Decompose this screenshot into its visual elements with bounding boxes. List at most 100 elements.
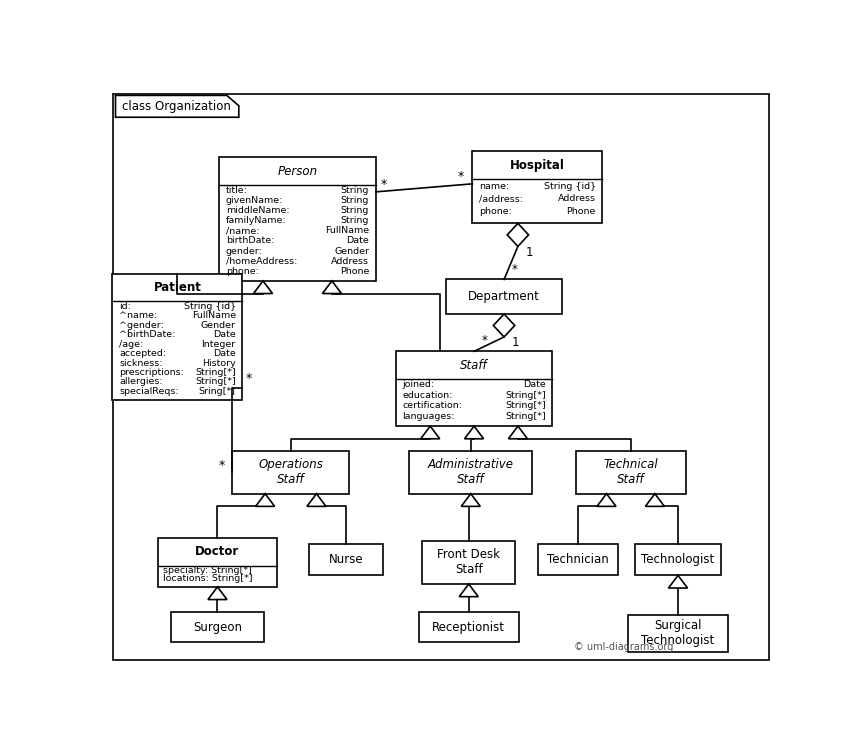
Bar [171,613,264,642]
Text: Technical
Staff: Technical Staff [604,458,658,486]
Text: phone:: phone: [479,207,512,216]
Text: String {id}: String {id} [184,302,236,311]
Text: gender:: gender: [226,247,262,255]
Text: Date: Date [213,330,236,339]
Text: prescriptions:: prescriptions: [120,368,184,377]
Text: specialReqs:: specialReqs: [120,387,179,396]
Text: /address:: /address: [479,194,523,203]
Polygon shape [421,426,439,438]
Text: 1: 1 [512,336,519,350]
Polygon shape [307,494,326,506]
Polygon shape [494,314,515,337]
Bar [113,273,243,400]
Polygon shape [597,494,616,506]
Bar [445,279,562,314]
Polygon shape [459,584,478,597]
Text: 1: 1 [526,246,533,258]
Text: Surgeon: Surgeon [193,621,242,634]
Text: /age:: /age: [120,340,144,349]
Text: birthDate:: birthDate: [226,237,274,246]
Text: Integer: Integer [201,340,236,349]
Polygon shape [464,426,483,438]
Text: Department: Department [468,290,540,303]
Text: sickness:: sickness: [120,359,163,368]
Text: FullName: FullName [192,311,236,320]
Text: middleName:: middleName: [226,206,290,215]
Text: *: * [458,170,464,184]
Text: Phone: Phone [340,267,369,276]
Bar [219,157,376,281]
Bar [396,351,552,426]
Text: Surgical
Technologist: Surgical Technologist [642,619,715,647]
Text: accepted:: accepted: [120,349,166,358]
Text: Gender: Gender [200,320,236,330]
Text: title:: title: [226,186,248,195]
Polygon shape [322,281,341,294]
Text: History: History [202,359,236,368]
Text: String: String [341,186,369,195]
Bar [538,544,618,575]
Text: String[*]: String[*] [195,377,236,386]
Bar [232,450,349,494]
Text: Sring[*]: Sring[*] [199,387,236,396]
Text: givenName:: givenName: [226,196,283,205]
Text: class Organization: class Organization [122,100,231,113]
Bar [310,544,383,575]
Text: String[*]: String[*] [505,412,546,421]
Text: Receptionist: Receptionist [433,621,505,634]
Text: Address: Address [558,194,596,203]
Text: Technician: Technician [547,553,609,566]
Text: Date: Date [347,237,369,246]
Text: phone:: phone: [226,267,259,276]
Bar [419,613,519,642]
Text: String[*]: String[*] [505,401,546,410]
Polygon shape [507,223,529,247]
Text: Date: Date [523,380,546,389]
Text: String: String [341,196,369,205]
Polygon shape [255,494,274,506]
Text: /homeAddress:: /homeAddress: [226,257,298,266]
Text: Person: Person [278,164,317,178]
Text: String: String [341,206,369,215]
Text: languages:: languages: [402,412,455,421]
Text: id:: id: [120,302,131,311]
Text: ^birthDate:: ^birthDate: [120,330,175,339]
Text: Doctor: Doctor [195,545,240,558]
Bar [422,541,515,584]
Bar [409,450,532,494]
Text: /name:: /name: [226,226,260,235]
Bar [628,615,728,652]
Text: education:: education: [402,391,453,400]
Text: allergies:: allergies: [120,377,163,386]
Text: Nurse: Nurse [329,553,364,566]
Text: Phone: Phone [567,207,596,216]
Text: name:: name: [479,182,509,190]
Text: FullName: FullName [325,226,369,235]
Text: String[*]: String[*] [195,368,236,377]
Text: String {id}: String {id} [544,182,596,190]
Text: *: * [381,179,387,191]
Text: © uml-diagrams.org: © uml-diagrams.org [574,642,673,652]
Polygon shape [645,494,665,506]
Text: *: * [219,459,225,472]
Bar [575,450,685,494]
Text: certification:: certification: [402,401,463,410]
Text: Gender: Gender [334,247,369,255]
Text: Operations
Staff: Operations Staff [258,458,323,486]
Text: *: * [246,373,252,385]
Polygon shape [668,575,687,588]
Text: familyName:: familyName: [226,216,286,226]
Text: *: * [512,263,518,276]
Polygon shape [508,426,527,438]
Polygon shape [208,587,227,600]
Text: ^name:: ^name: [120,311,157,320]
Bar [635,544,722,575]
Text: Date: Date [213,349,236,358]
Text: specialty: String[*]: specialty: String[*] [163,565,252,574]
Text: Patient: Patient [154,281,201,294]
Text: Administrative
Staff: Administrative Staff [427,458,513,486]
Text: String[*]: String[*] [505,391,546,400]
Bar [158,538,277,587]
Text: *: * [482,335,488,347]
Polygon shape [254,281,273,294]
